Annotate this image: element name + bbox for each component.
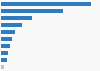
- Bar: [1, 44, 10, 48]
- Bar: [1, 23, 22, 27]
- Bar: [1, 16, 32, 20]
- Bar: [1, 2, 91, 6]
- Bar: [1, 30, 15, 34]
- Bar: [1, 51, 8, 55]
- Bar: [1, 9, 63, 13]
- Bar: [1, 65, 4, 69]
- Bar: [1, 58, 7, 62]
- Bar: [1, 37, 12, 41]
